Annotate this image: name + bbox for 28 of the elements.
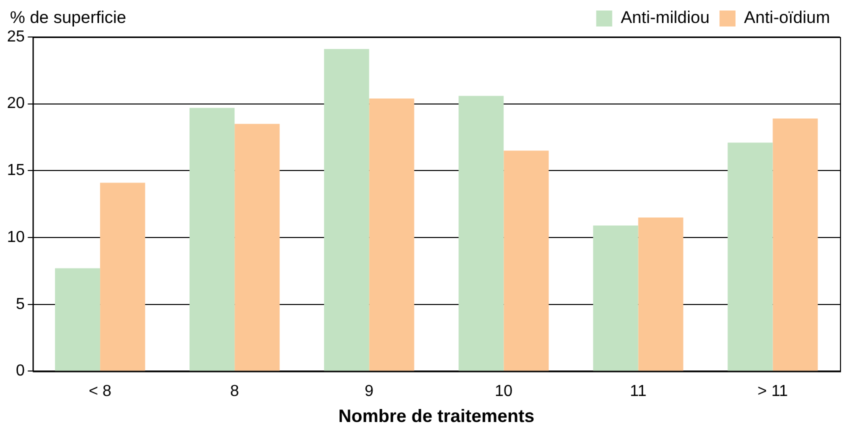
x-tick-label: 9	[364, 383, 374, 400]
legend-label: Anti-mildiou	[620, 8, 710, 28]
bar	[100, 182, 146, 371]
bar	[458, 96, 504, 371]
y-axis-title: % de superficie	[10, 8, 126, 28]
x-tick-label: > 11	[758, 383, 788, 400]
bar	[324, 49, 370, 371]
x-axis-title: Nombre de traitements	[338, 406, 534, 426]
y-tick-label: 0	[16, 362, 25, 380]
bar	[190, 108, 235, 371]
y-tick-label: 25	[7, 28, 25, 46]
bar	[772, 118, 818, 371]
x-tick-label: 8	[230, 383, 240, 400]
x-tick-label: < 8	[88, 383, 112, 400]
x-tick-label: 11	[630, 383, 647, 400]
y-tick-label: 15	[7, 162, 25, 180]
legend-label: Anti-oïdium	[744, 8, 830, 28]
bar	[234, 124, 280, 371]
y-tick-label: 5	[16, 296, 25, 313]
bar	[728, 142, 773, 371]
bar	[504, 150, 549, 371]
y-tick-label: 10	[7, 228, 25, 246]
y-tick-label: 20	[7, 95, 25, 112]
x-tick-label: 10	[494, 383, 513, 400]
bar	[54, 268, 100, 371]
bar	[593, 225, 638, 371]
bar	[369, 98, 414, 371]
bar	[638, 217, 684, 371]
